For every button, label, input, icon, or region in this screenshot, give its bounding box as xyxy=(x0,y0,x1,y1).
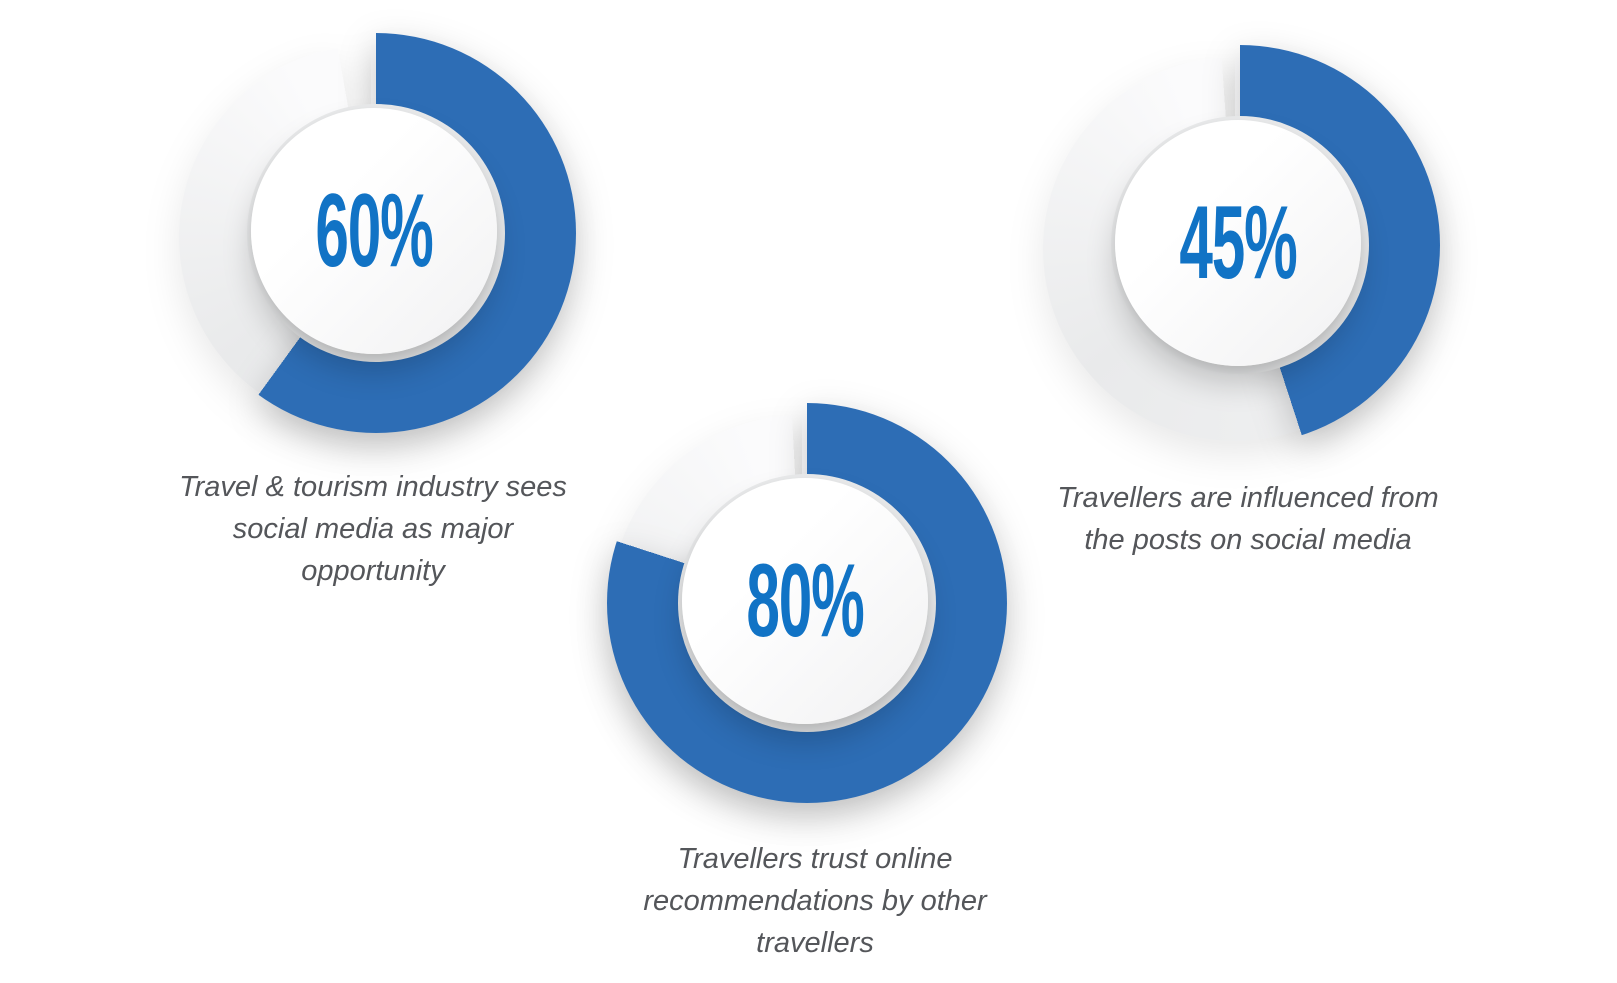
donut-inner-circle: 80% xyxy=(682,478,929,725)
donut-caption-60: Travel & tourism industry sees social me… xyxy=(173,466,573,592)
caption-line: Travellers are influenced from xyxy=(1057,482,1439,514)
caption-line: Travellers trust online xyxy=(677,843,953,875)
caption-line: recommendations by other xyxy=(643,885,987,917)
donut-chart-60: 60% xyxy=(176,33,576,433)
donut-chart-45: 45% xyxy=(1040,45,1440,445)
donut-inner-circle: 45% xyxy=(1115,120,1362,367)
caption-line: opportunity xyxy=(301,555,445,587)
donut-caption-80: Travellers trust online recommendations … xyxy=(615,838,1015,964)
percentage-value: 80% xyxy=(746,543,865,660)
donut-caption-45: Travellers are influenced from the posts… xyxy=(1048,477,1448,561)
caption-line: the posts on social media xyxy=(1084,524,1412,556)
caption-line: social media as major xyxy=(232,513,514,545)
donut-chart-80: 80% xyxy=(607,403,1007,803)
percentage-value: 45% xyxy=(1179,185,1298,302)
percentage-value: 60% xyxy=(315,173,434,290)
donut-inner-circle: 60% xyxy=(251,108,498,355)
caption-line: travellers xyxy=(756,927,874,959)
caption-line: Travel & tourism industry sees xyxy=(179,471,567,503)
